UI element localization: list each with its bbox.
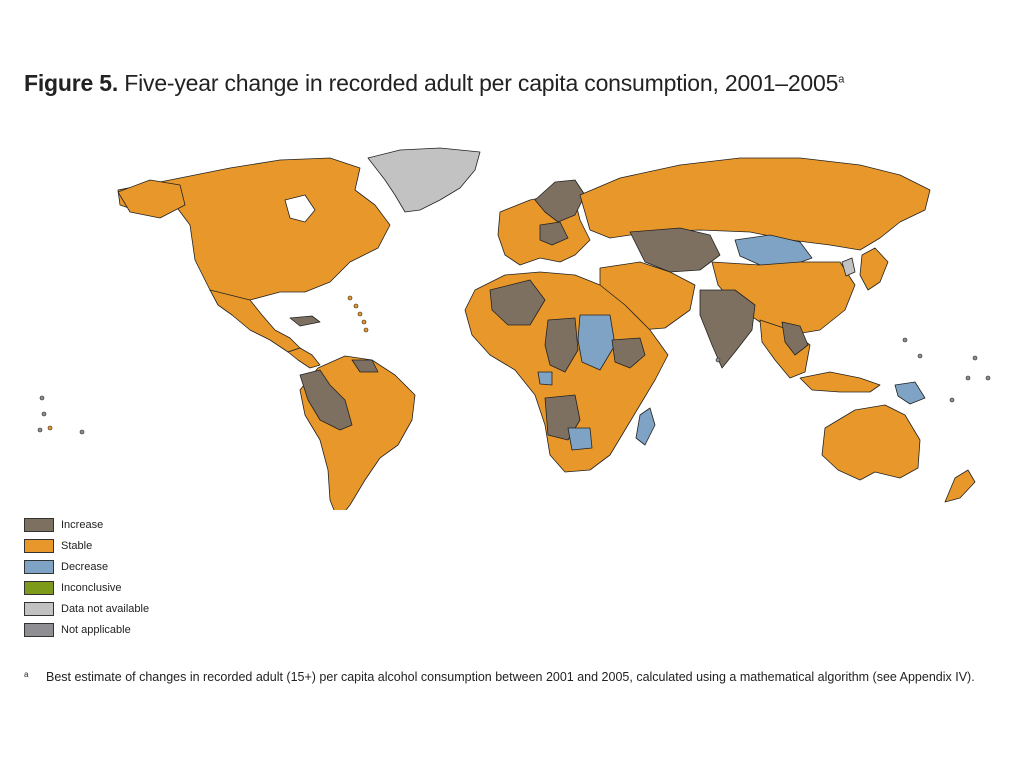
region-central-america (287, 347, 321, 369)
legend-label: Not applicable (61, 623, 131, 636)
region-new-zealand (944, 469, 976, 503)
island-marker (357, 311, 363, 317)
region-korea (841, 257, 856, 277)
legend-label: Inconclusive (61, 581, 122, 594)
region-india (699, 289, 756, 369)
region-canada-usa (117, 157, 391, 301)
legend-item-no-data: Data not available (24, 598, 149, 619)
region-madagascar (635, 407, 656, 446)
legend-swatch (24, 622, 54, 637)
region-central-asia (629, 227, 721, 273)
island-marker (363, 327, 369, 333)
region-australia (821, 404, 921, 481)
island-marker (41, 411, 47, 417)
region-papua-decrease (894, 381, 926, 405)
footnote-text: Best estimate of changes in recorded adu… (46, 670, 975, 684)
island-marker (361, 319, 367, 325)
legend-label: Data not available (61, 602, 150, 615)
island-marker (917, 353, 923, 359)
legend-swatch (24, 517, 54, 532)
island-marker (902, 337, 908, 343)
region-andean-increase (299, 369, 353, 431)
island-marker (347, 295, 353, 301)
region-caribbean (289, 315, 321, 327)
legend-swatch (24, 580, 54, 595)
footnote-mark: a (24, 670, 29, 679)
region-sudan-decrease (577, 314, 616, 371)
island-marker (985, 375, 991, 381)
region-botswana-decrease (567, 427, 593, 451)
region-guianas (351, 359, 379, 373)
island-marker (972, 355, 978, 361)
legend-label: Stable (61, 539, 93, 552)
world-map (37, 147, 991, 510)
legend-swatch (24, 538, 54, 553)
region-ethiopia-increase (611, 337, 646, 369)
legend-item-decrease: Decrease (24, 556, 149, 577)
map-legend: Increase Stable Decrease Inconclusive Da… (24, 514, 149, 640)
region-hudson-bay (284, 194, 316, 223)
region-central-africa-increase (544, 317, 579, 373)
legend-label: Increase (61, 518, 104, 531)
island-marker (965, 375, 971, 381)
legend-item-increase: Increase (24, 514, 149, 535)
figure-title: Figure 5. Five-year change in recorded a… (24, 70, 844, 97)
region-scandinavia (534, 179, 586, 223)
legend-swatch (24, 559, 54, 574)
region-japan (859, 247, 889, 291)
legend-item-not-applicable: Not applicable (24, 619, 149, 640)
figure-number: Figure 5. (24, 70, 119, 96)
island-marker (47, 425, 53, 431)
region-indochina-increase (781, 321, 809, 356)
island-marker (715, 357, 721, 363)
legend-item-stable: Stable (24, 535, 149, 556)
figure-title-text: Five-year change in recorded adult per c… (124, 70, 839, 96)
legend-label: Decrease (61, 560, 109, 573)
region-west-africa-increase (489, 279, 546, 326)
region-alaska (117, 179, 186, 219)
legend-item-inconclusive: Inconclusive (24, 577, 149, 598)
region-central-europe-increase (539, 221, 569, 246)
region-greenland (367, 147, 481, 213)
region-indonesia (799, 371, 881, 393)
footnote: a Best estimate of changes in recorded a… (24, 668, 1004, 686)
island-marker (353, 303, 359, 309)
legend-swatch (24, 601, 54, 616)
island-marker (39, 395, 45, 401)
island-marker (79, 429, 85, 435)
island-marker (37, 427, 43, 433)
island-marker (949, 397, 955, 403)
title-footnote-mark: a (838, 73, 845, 86)
region-west-africa-decrease (537, 371, 553, 386)
region-mexico (209, 289, 301, 353)
